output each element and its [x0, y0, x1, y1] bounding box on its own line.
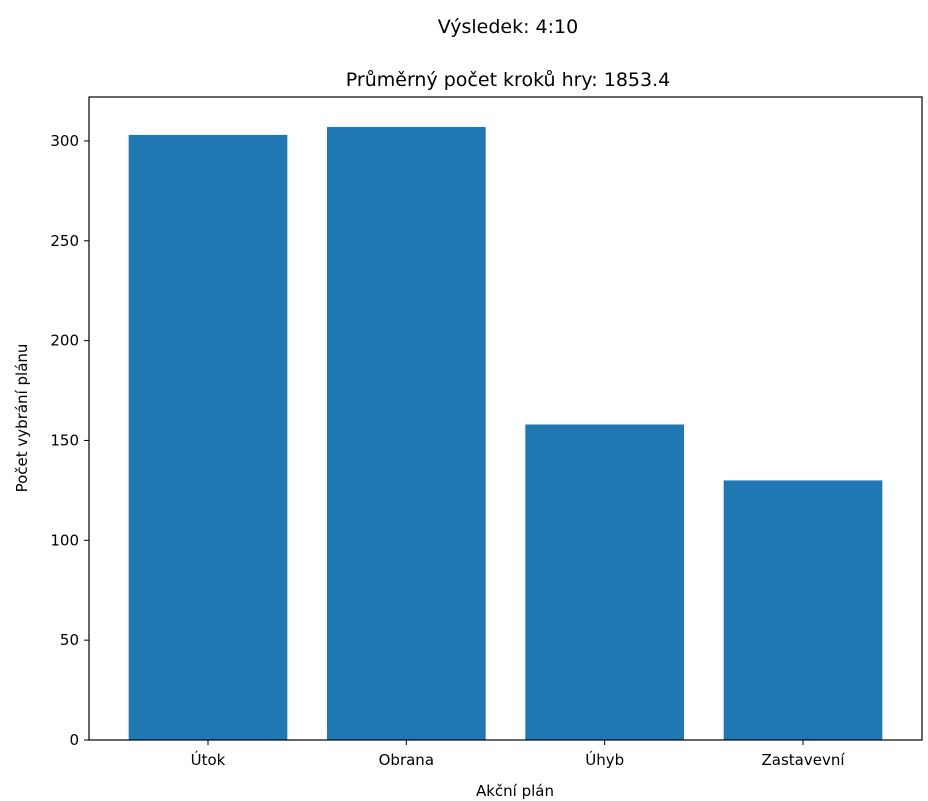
y-axis-label: Počet vybrání plánu: [13, 344, 31, 493]
bars-group: [128, 126, 883, 741]
axes-frame: [88, 96, 923, 741]
x-tick-label: Zastavevní: [761, 751, 845, 769]
x-tick-label: Úhyb: [585, 750, 624, 769]
y-tick-label: 250: [50, 232, 79, 250]
y-tick-label: 200: [50, 332, 79, 350]
y-tick-label: 150: [50, 431, 79, 449]
chart-title: Průměrný počet kroků hry: 1853.4: [346, 69, 670, 91]
y-axis-ticks: 0 50 100 150 200 250 300: [50, 132, 89, 749]
y-tick-label: 100: [50, 531, 79, 549]
x-axis-label: Akční plán: [476, 782, 554, 800]
bar-Útok: [128, 134, 288, 741]
x-axis-ticks: Útok Obrana Úhyb Zastavevní: [191, 740, 845, 769]
x-tick-label: Útok: [191, 750, 226, 769]
y-tick-label: 300: [50, 132, 79, 150]
bar-Úhyb: [525, 424, 684, 740]
y-tick-label: 0: [69, 731, 79, 749]
bar-Obrana: [327, 126, 486, 740]
y-tick-label: 50: [60, 631, 79, 649]
bar-Zastavevní: [723, 480, 883, 740]
chart-suptitle: Výsledek: 4:10: [438, 16, 578, 38]
x-tick-label: Obrana: [379, 751, 434, 769]
